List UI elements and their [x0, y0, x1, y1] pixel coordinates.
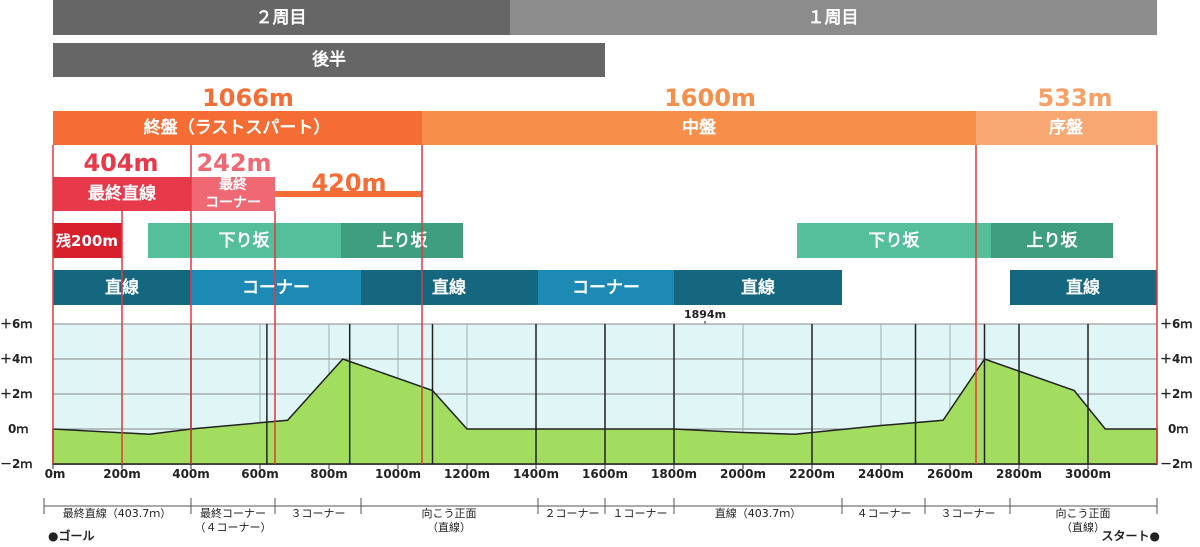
elevation-plot [52, 323, 1158, 465]
phase-final-distance: 1066m [202, 84, 294, 112]
track-straight-4 [1010, 270, 1157, 305]
lap1-label: １周目 [808, 8, 859, 28]
marker-1894-label: 1894m [684, 308, 726, 321]
phase-final-bar [53, 111, 422, 145]
y-label-right-6: ＋6ｍ [1160, 317, 1192, 331]
x-tick-label: 0m [45, 467, 66, 481]
segment-label: ３コーナー [291, 507, 346, 520]
lap-bars: ２周目 １周目 [53, 0, 1157, 35]
y-label-right-4: ＋4ｍ [1160, 352, 1192, 366]
lap2-bar [53, 0, 510, 35]
y-label-left-0: 0ｍ [8, 422, 28, 436]
slope-up-2 [991, 223, 1113, 258]
slope-down-1 [148, 223, 341, 258]
lap1-bar [510, 0, 1157, 35]
segment-dividers [190, 324, 1089, 464]
track-straight-3-label: 直線 [741, 277, 775, 298]
second-half-label: 後半 [312, 49, 346, 70]
track-corner-2 [538, 270, 674, 305]
track-corner-1-label: コーナー [242, 278, 310, 298]
y-label-left-m2: －2ｍ [0, 457, 32, 471]
final-straight-distance: 404m [83, 149, 158, 177]
segment-label: （直線） [1061, 520, 1105, 534]
final-straight-bar [53, 177, 191, 211]
x-axis-ticks: 0m 200m 400m 600m 800m 1000m 1200m 1400m 1600m 18… [45, 464, 1111, 481]
segment-labels: 最終直線（403.7ｍ） 最終コーナー （４コーナー） ３コーナー 向こう正面 … [63, 506, 1111, 534]
segment-label: （４コーナー） [195, 521, 272, 534]
y-label-right-2: ＋2ｍ [1160, 387, 1192, 401]
last200-label: 残200m [56, 232, 118, 250]
x-tick-label: 1600m [582, 467, 628, 481]
second-half-bar [53, 43, 605, 77]
segment-strip-ticks [43, 498, 1158, 514]
segment-label: 向こう正面 [422, 506, 477, 520]
y-labels-right: ＋6ｍ ＋4ｍ ＋2ｍ 0ｍ －2ｍ [1160, 317, 1192, 471]
x-tick-label: 400m [172, 467, 210, 481]
segment-label: 最終コーナー [200, 506, 266, 520]
x-tick-label: 2400m [858, 467, 904, 481]
x-tick-label: 1400m [513, 467, 559, 481]
slope-up-2-label: 上り坂 [1027, 231, 1079, 251]
goal-label: ●ゴール [48, 528, 94, 543]
y-label-left-2: ＋2ｍ [0, 387, 32, 401]
segment-label: ４コーナー [857, 507, 912, 520]
y-label-left-4: ＋4ｍ [0, 352, 32, 366]
final-corner-bar [191, 177, 275, 211]
x-tick-label: 2600m [927, 467, 973, 481]
phase-final-label: 終盤（ラストスパート） [144, 117, 331, 138]
track-corner-1 [191, 270, 361, 305]
track-straight-2-label: 直線 [432, 277, 466, 298]
final-straight-label: 最終直線 [88, 183, 156, 204]
x-tick-label: 2200m [789, 467, 835, 481]
segment-label: ２コーナー [545, 507, 600, 520]
elevation-area [52, 358, 1158, 465]
segment-label: 直線（403.7ｍ） [715, 506, 802, 520]
x-tick-label: 800m [310, 467, 348, 481]
last200-bar [53, 223, 122, 258]
x-tick-label: 3000m [1065, 467, 1111, 481]
slope-down-1-label: 下り坂 [219, 231, 271, 251]
slope-down-2 [797, 223, 991, 258]
track-straight-2 [361, 270, 538, 305]
slope-up-1 [341, 223, 463, 258]
track-straight-3 [674, 270, 842, 305]
phase-early-distance: 533m [1037, 84, 1112, 112]
segment-label: （直線） [427, 520, 471, 534]
final-corner-label-1: 最終 [219, 176, 248, 193]
track-straight-4-label: 直線 [1066, 277, 1100, 298]
phase-middle-label: 中盤 [682, 117, 717, 138]
lap2-label: ２周目 [256, 8, 307, 28]
x-tick-label: 1800m [651, 467, 697, 481]
x-tick-label: 200m [103, 467, 141, 481]
phase-middle-distance: 1600m [664, 84, 756, 112]
phase-middle-bar [422, 111, 976, 145]
x-tick-label: 2000m [720, 467, 766, 481]
track-corner-2-label: コーナー [572, 278, 640, 298]
pre-corner-line [275, 191, 422, 197]
segment-label: 向こう正面 [1056, 506, 1111, 520]
y-label-right-0: 0ｍ [1168, 422, 1188, 436]
phase-early-label: 序盤 [1049, 117, 1084, 138]
segment-label: １コーナー [613, 507, 668, 520]
final-corner-label-2: コーナー [205, 195, 261, 211]
y-label-right-m2: －2ｍ [1160, 457, 1192, 471]
x-tick-label: 600m [241, 467, 279, 481]
x-tick-label: 1200m [444, 467, 490, 481]
y-labels-left: ＋6ｍ ＋4ｍ ＋2ｍ 0ｍ －2ｍ [0, 317, 32, 471]
segment-label: ３コーナー [941, 507, 996, 520]
x-tick-label: 1000m [375, 467, 421, 481]
slope-up-1-label: 上り坂 [377, 231, 429, 251]
x-tick-label: 2800m [996, 467, 1042, 481]
slope-down-2-label: 下り坂 [869, 231, 921, 251]
segment-label: 最終直線（403.7ｍ） [63, 506, 172, 520]
y-label-left-6: ＋6ｍ [0, 317, 32, 331]
start-label: スタート● [1102, 529, 1160, 543]
final-corner-distance: 242m [196, 149, 271, 177]
phase-early-bar [976, 111, 1157, 145]
